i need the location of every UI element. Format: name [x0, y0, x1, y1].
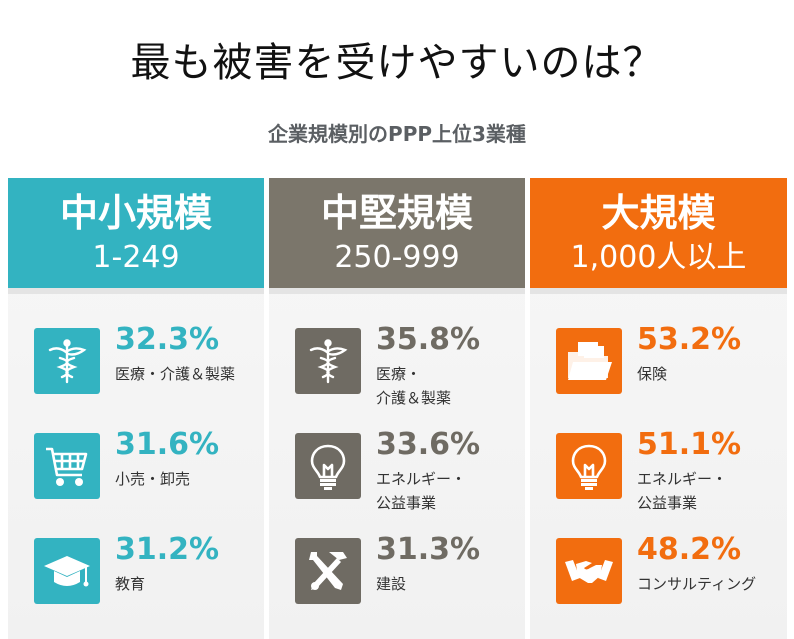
column-name: 中小規模 [59, 191, 212, 235]
percentage: 31.2% [115, 532, 220, 567]
handshake-icon [556, 538, 622, 604]
graduation-cap-icon [34, 538, 100, 604]
industry-item: 51.1% エネルギー・ 公益事業 [556, 427, 781, 513]
industry-label: 教育 [115, 575, 146, 593]
industry-item: 53.2% 保険 [556, 322, 781, 408]
percentage: 53.2% [637, 322, 742, 357]
percentage: 51.1% [637, 427, 742, 462]
caduceus-icon [295, 328, 361, 394]
column-small: 中小規模 1-249 32.3% 医療・介護＆製薬 [8, 178, 264, 639]
header-divider [269, 288, 525, 294]
comparison-table: 中小規模 1-249 32.3% 医療・介護＆製薬 [8, 178, 787, 639]
industry-label: 医療・介護＆製薬 [115, 365, 236, 383]
percentage: 33.6% [376, 427, 481, 462]
column-range: 1-249 [92, 240, 180, 275]
caduceus-icon [34, 328, 100, 394]
column-range: 250-999 [334, 240, 460, 275]
industry-item: 33.6% エネルギー・ 公益事業 [295, 427, 520, 513]
industry-label: エネルギー・ 公益事業 [637, 470, 728, 512]
header-divider [8, 288, 264, 294]
column-name: 大規模 [601, 191, 716, 235]
folder-icon [556, 328, 622, 394]
industry-item: 31.2% 教育 [34, 532, 259, 618]
industry-label: 医療・ 介護＆製薬 [376, 365, 452, 407]
industry-item: 31.3% 建設 [295, 532, 520, 618]
page-subtitle: 企業規模別のPPP上位3業種 [268, 122, 526, 146]
column-name: 中堅規模 [320, 191, 473, 235]
percentage: 35.8% [376, 322, 481, 357]
industry-item: 48.2% コンサルティング [556, 532, 781, 618]
percentage: 48.2% [637, 532, 742, 567]
industry-item: 35.8% 医療・ 介護＆製薬 [295, 322, 520, 408]
industry-label: エネルギー・ 公益事業 [376, 470, 467, 512]
lightbulb-icon [556, 433, 622, 499]
tools-icon [295, 538, 361, 604]
column-header-small: 中小規模 1-249 [8, 178, 264, 288]
lightbulb-icon [295, 433, 361, 499]
page-title: 最も被害を受けやすいのは？ [130, 40, 664, 86]
industry-label: 保険 [637, 365, 668, 383]
percentage: 31.3% [376, 532, 481, 567]
column-large: 大規模 1,000人以上 53.2% 保険 [530, 178, 787, 639]
percentage: 31.6% [115, 427, 220, 462]
industry-item: 32.3% 医療・介護＆製薬 [34, 322, 259, 408]
header-divider [530, 288, 787, 294]
industry-label: 建設 [376, 575, 407, 593]
column-medium: 中堅規模 250-999 35.8% 医療・ 介護＆製薬 [269, 178, 525, 639]
industry-label: 小売・卸売 [115, 470, 191, 488]
industry-label: コンサルティング [637, 575, 757, 593]
percentage: 32.3% [115, 322, 220, 357]
shopping-cart-icon [34, 433, 100, 499]
industry-item: 31.6% 小売・卸売 [34, 427, 259, 513]
column-header-medium: 中堅規模 250-999 [269, 178, 525, 288]
column-range: 1,000人以上 [570, 240, 747, 275]
column-header-large: 大規模 1,000人以上 [530, 178, 787, 288]
